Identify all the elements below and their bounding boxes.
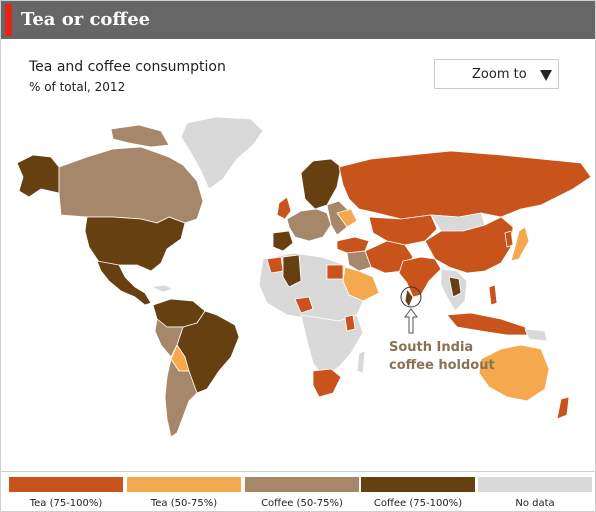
region-kenya[interactable]	[344, 314, 356, 332]
south-india-highlight	[400, 286, 422, 308]
legend-item-coffee-high: Coffee (75-100%)	[361, 477, 475, 509]
region-levant[interactable]	[346, 250, 372, 272]
region-scandinavia[interactable]	[300, 158, 342, 210]
legend-label: Coffee (50-75%)	[261, 498, 343, 509]
legend-item-tea-mid: Tea (50-75%)	[127, 477, 241, 509]
region-caribbean[interactable]	[150, 284, 174, 293]
region-india[interactable]	[398, 256, 442, 298]
south-india-annotation: South India coffee holdout	[389, 339, 495, 375]
zoom-to-label: Zoom to	[472, 67, 527, 82]
region-madagascar[interactable]	[356, 350, 366, 374]
region-indonesia[interactable]	[446, 312, 532, 336]
legend-label: No data	[515, 498, 555, 509]
region-morocco[interactable]	[266, 256, 284, 274]
legend-swatch	[361, 477, 475, 492]
region-alaska[interactable]	[16, 154, 60, 198]
legend-label: Coffee (75-100%)	[373, 498, 463, 509]
annotation-line-1: South India	[389, 340, 474, 355]
legend-label: Tea (50-75%)	[150, 498, 218, 509]
region-uk[interactable]	[276, 196, 292, 220]
region-china[interactable]	[424, 216, 514, 274]
legend-swatch	[478, 477, 592, 492]
region-arctic-islands[interactable]	[110, 124, 170, 148]
legend-swatch	[127, 477, 241, 492]
legend-item-no-data: No data	[478, 477, 592, 509]
region-south-africa[interactable]	[312, 368, 342, 398]
arrow-up-icon	[404, 308, 418, 334]
zoom-to-dropdown[interactable]: Zoom to	[434, 59, 559, 89]
header-title: Tea or coffee	[21, 9, 151, 30]
region-australia[interactable]	[478, 344, 550, 402]
world-map[interactable]	[1, 101, 595, 451]
legend-item-tea-high: Tea (75-100%)	[9, 477, 123, 509]
legend-swatch	[245, 477, 359, 492]
chevron-down-icon	[540, 70, 552, 81]
region-turkey[interactable]	[336, 236, 370, 254]
map-subtitle: % of total, 2012	[29, 80, 126, 94]
legend-label: Tea (75-100%)	[29, 498, 103, 509]
map-title: Tea and coffee consumption	[29, 59, 226, 75]
legend-swatch	[9, 477, 123, 492]
region-ukraine[interactable]	[336, 208, 358, 228]
legend: Tea (75-100%) Tea (50-75%) Coffee (50-75…	[1, 471, 595, 512]
region-western-europe[interactable]	[286, 208, 332, 242]
region-papua[interactable]	[524, 328, 548, 342]
region-iberia[interactable]	[272, 230, 294, 252]
region-mexico[interactable]	[96, 260, 152, 306]
region-canada[interactable]	[58, 146, 204, 224]
region-southern-cone[interactable]	[164, 358, 198, 438]
header-accent	[5, 4, 12, 36]
region-greenland[interactable]	[180, 116, 264, 190]
region-philippines[interactable]	[488, 284, 498, 306]
region-korea[interactable]	[504, 230, 514, 248]
annotation-line-2: coffee holdout	[389, 358, 495, 373]
legend-item-coffee-mid: Coffee (50-75%)	[245, 477, 359, 509]
region-egypt[interactable]	[326, 264, 344, 280]
region-japan[interactable]	[510, 226, 530, 262]
region-algeria[interactable]	[282, 254, 302, 288]
map-heading: Tea and coffee consumption % of total, 2…	[29, 59, 226, 94]
region-nigeria[interactable]	[294, 296, 314, 314]
region-united-states[interactable]	[84, 216, 186, 272]
header-bar: Tea or coffee	[1, 1, 595, 39]
region-new-zealand[interactable]	[556, 396, 570, 420]
region-vietnam[interactable]	[448, 276, 462, 298]
region-russia[interactable]	[338, 150, 592, 220]
